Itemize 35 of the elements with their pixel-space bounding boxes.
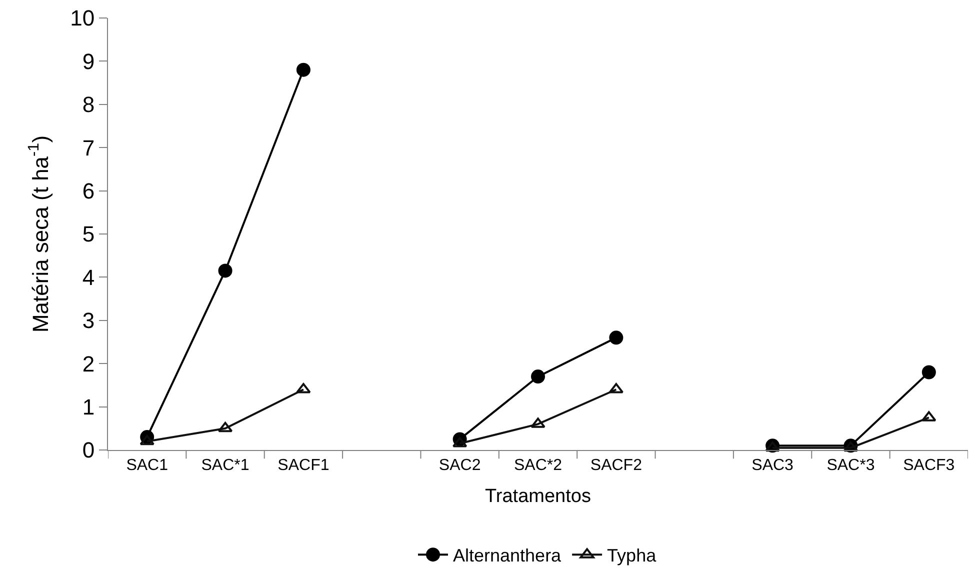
y-tick-label: 5 — [82, 222, 95, 247]
point — [530, 418, 546, 428]
y-tick-label: 4 — [82, 264, 95, 290]
y-tick-label: 9 — [82, 48, 95, 74]
x-tick-label: SAC1 — [126, 457, 168, 474]
point — [296, 383, 311, 394]
point — [531, 370, 545, 384]
legend-label: Alternanthera — [453, 546, 562, 566]
y-tick-label: 3 — [82, 308, 95, 334]
point — [218, 264, 232, 278]
point — [218, 422, 233, 432]
x-tick-label: SACF1 — [278, 457, 330, 474]
point — [765, 441, 780, 452]
x-axis-title: Tratamentos — [485, 486, 591, 507]
x-tick-label: SAC*2 — [514, 457, 562, 474]
x-tick-label: SACF3 — [903, 457, 955, 474]
x-tick-label: SAC3 — [752, 457, 794, 474]
point — [922, 411, 936, 422]
y-tick-label: 1 — [82, 394, 95, 420]
point — [140, 434, 154, 446]
x-tick-label: SAC*1 — [201, 457, 250, 474]
point — [609, 330, 624, 345]
y-tick-label: 7 — [82, 135, 95, 160]
y-tick-label: 2 — [82, 351, 95, 376]
y-tick-label: 6 — [82, 178, 95, 204]
point — [922, 365, 936, 380]
legend-label: Typha — [607, 546, 658, 566]
y-tick-label: 10 — [70, 6, 95, 31]
y-tick-label: 8 — [82, 92, 95, 118]
x-tick-label: SACF2 — [590, 457, 642, 474]
point — [296, 62, 310, 77]
point — [843, 441, 858, 452]
x-tick-label: SAC*3 — [826, 457, 875, 474]
y-tick-label: 0 — [82, 438, 95, 463]
x-tick-label: SAC2 — [438, 457, 481, 474]
